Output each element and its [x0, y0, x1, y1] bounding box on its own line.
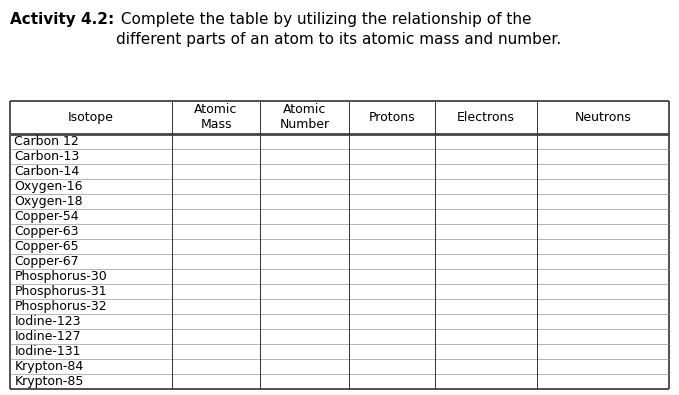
Text: Iodine-123: Iodine-123: [14, 315, 81, 328]
Text: Carbon-14: Carbon-14: [14, 165, 79, 178]
Text: Copper-67: Copper-67: [14, 255, 79, 268]
Text: Oxygen-18: Oxygen-18: [14, 195, 83, 208]
Text: Phosphorus-30: Phosphorus-30: [14, 270, 107, 283]
Text: Copper-54: Copper-54: [14, 210, 79, 223]
Text: Copper-63: Copper-63: [14, 225, 79, 238]
Text: Phosphorus-31: Phosphorus-31: [14, 285, 107, 298]
Text: Neutrons: Neutrons: [574, 111, 631, 124]
Text: Oxygen-16: Oxygen-16: [14, 180, 83, 193]
Text: Isotope: Isotope: [68, 111, 114, 124]
Text: Protons: Protons: [369, 111, 416, 124]
Text: Atomic
Mass: Atomic Mass: [194, 103, 238, 131]
Text: Krypton-84: Krypton-84: [14, 360, 84, 373]
Text: Iodine-127: Iodine-127: [14, 330, 81, 343]
Text: Atomic
Number: Atomic Number: [280, 103, 330, 131]
Text: Carbon-13: Carbon-13: [14, 150, 79, 163]
Text: Complete the table by utilizing the relationship of the
different parts of an at: Complete the table by utilizing the rela…: [116, 12, 561, 47]
Text: Electrons: Electrons: [457, 111, 515, 124]
Text: Krypton-85: Krypton-85: [14, 375, 84, 388]
Text: Activity 4.2:: Activity 4.2:: [10, 12, 115, 27]
Text: Carbon 12: Carbon 12: [14, 135, 79, 148]
Text: Iodine-131: Iodine-131: [14, 345, 81, 358]
Text: Phosphorus-32: Phosphorus-32: [14, 300, 107, 313]
Text: Copper-65: Copper-65: [14, 240, 79, 253]
